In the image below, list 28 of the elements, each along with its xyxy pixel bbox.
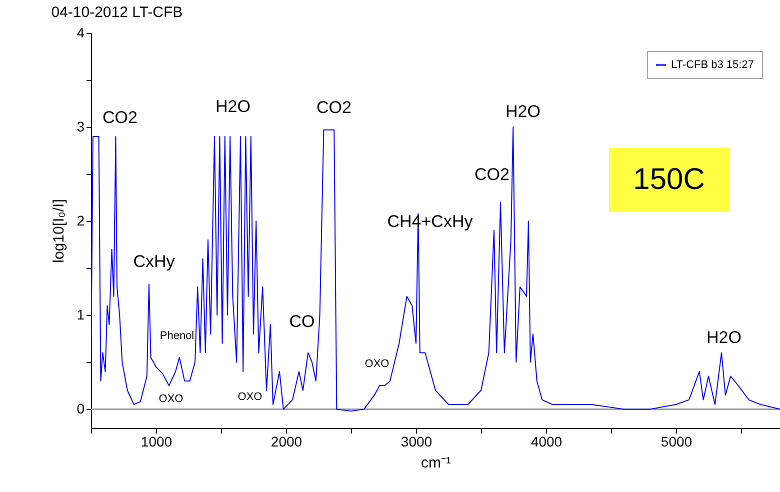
x-tick-label: 5000 xyxy=(660,434,692,450)
annotation: H2O xyxy=(216,97,250,116)
line-series xyxy=(91,126,780,412)
x-tick-label: 1000 xyxy=(140,434,172,450)
y-tick-label: 1 xyxy=(76,306,85,323)
x-axis-title: cm⁻¹ xyxy=(421,454,451,472)
legend-label: LT-CFB b3 15:27 xyxy=(671,59,754,71)
x-tick-label: 2000 xyxy=(270,434,302,450)
annotation: CO2 xyxy=(316,98,352,117)
annotation: OXO xyxy=(364,358,390,370)
chart-title: 04-10-2012 LT-CFB xyxy=(51,4,183,21)
annotation: CO xyxy=(289,312,315,331)
annotation: H2O xyxy=(506,102,540,121)
annotation: CxHy xyxy=(133,252,176,271)
x-tick-label: 3000 xyxy=(400,434,432,450)
annotation: Phenol xyxy=(160,330,194,342)
annotation: CO2 xyxy=(474,165,510,184)
annotation: H2O xyxy=(706,328,742,347)
y-tick-label: 2 xyxy=(76,212,85,229)
annotation: OXO xyxy=(158,393,184,405)
y-tick-label: 0 xyxy=(76,400,85,417)
annotation: CO2 xyxy=(102,108,138,127)
y-tick-label: 3 xyxy=(76,118,85,135)
annotation: 150C xyxy=(633,163,705,196)
y-axis-title: log10[I₀/I] xyxy=(50,199,68,263)
x-tick-label: 4000 xyxy=(530,434,562,450)
annotation: OXO xyxy=(238,391,263,403)
y-tick-label: 4 xyxy=(76,24,85,40)
